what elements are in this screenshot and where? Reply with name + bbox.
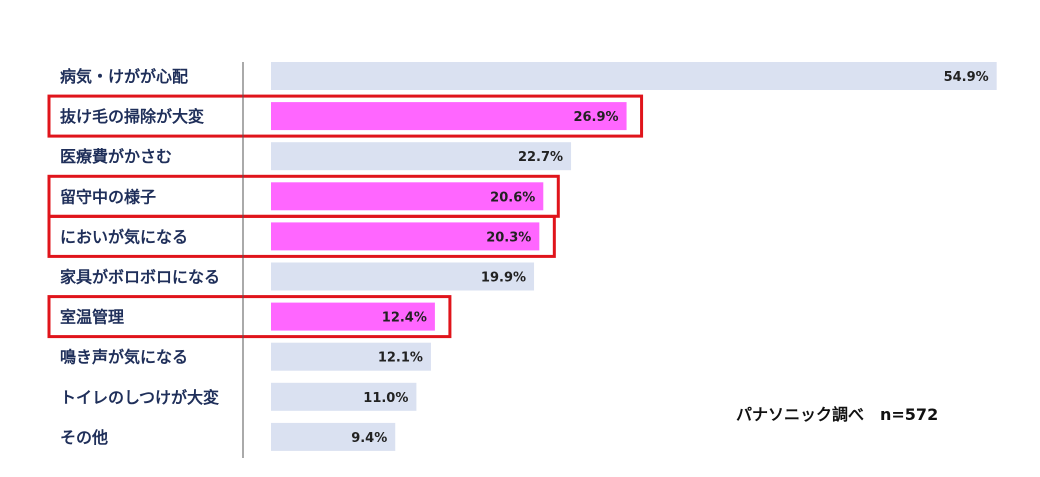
category-label: 抜け毛の掃除が大変: [60, 107, 204, 126]
highlight-box: [47, 214, 556, 258]
bar: [271, 142, 572, 171]
value-label: 11.0%: [363, 391, 408, 406]
value-label: 26.9%: [573, 110, 618, 125]
category-label: においが気になる: [60, 227, 188, 246]
bar: [271, 422, 396, 451]
category-label: 鳴き声が気になる: [60, 348, 188, 367]
bars-group: [271, 62, 997, 451]
value-label: 12.1%: [378, 351, 423, 366]
value-label: 20.6%: [490, 190, 535, 205]
value-label: 22.7%: [518, 150, 563, 165]
bar: [271, 342, 431, 371]
category-label: その他: [60, 428, 108, 447]
bar: [271, 382, 417, 411]
category-label: 留守中の様子: [60, 187, 156, 206]
highlight-box: [47, 295, 452, 339]
bar: [271, 262, 535, 291]
value-labels: 54.9% 26.9% 22.7% 20.6% 20.3% 19.9% 12.4% 12.1%…: [351, 70, 988, 446]
bar: [271, 102, 627, 131]
category-label: 病気・けがが心配: [60, 67, 188, 86]
category-label: 家具がボロボロになる: [60, 268, 220, 287]
bar: [271, 62, 997, 90]
category-labels: 病気・けがが心配抜け毛の掃除が大変医療費がかさむ留守中の様子においが気になる家具…: [60, 67, 220, 447]
source-note: パナソニック調べ n=572: [736, 405, 938, 424]
value-label: 9.4%: [351, 431, 387, 446]
value-label: 12.4%: [382, 311, 427, 326]
category-label: 室温管理: [60, 308, 124, 327]
value-label: 20.3%: [486, 230, 531, 245]
highlight-boxes: [47, 94, 644, 339]
category-label: トイレのしつけが大変: [60, 388, 219, 407]
value-label: 19.9%: [481, 271, 526, 286]
category-label: 医療費がかさむ: [60, 147, 172, 166]
bar: [271, 222, 540, 251]
bar: [271, 182, 544, 211]
bar: [271, 302, 435, 331]
highlight-box: [47, 94, 644, 138]
value-label: 54.9%: [944, 70, 989, 85]
